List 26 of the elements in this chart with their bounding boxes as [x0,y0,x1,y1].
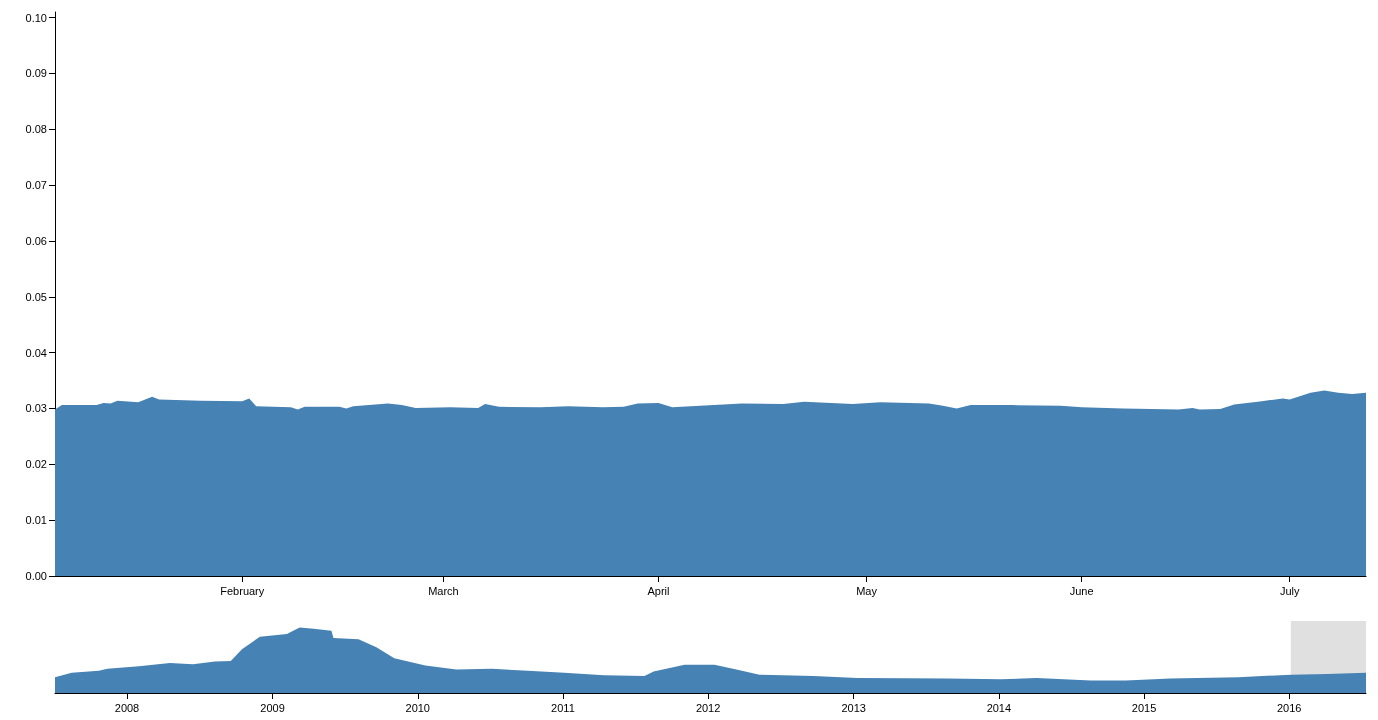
x-tick-label: 2014 [986,701,1012,714]
y-tick-label: 0.01 [25,514,47,527]
x-tick-label: June [1069,584,1094,597]
x-tick-label: 2008 [114,701,140,714]
y-tick-label: 0.09 [25,67,47,80]
x-tick-label: April [647,584,670,597]
x-tick-label: 2015 [1131,701,1157,714]
y-tick-label: 0.10 [25,11,47,24]
y-tick-label: 0.02 [25,458,47,471]
y-tick-label: 0.06 [25,234,47,247]
y-tick-label: 0.04 [25,346,47,359]
x-tick-label: 2009 [260,701,285,714]
y-tick-label: 0.05 [25,290,47,303]
x-tick-label: July [1279,584,1300,597]
y-tick-label: 0.00 [25,570,47,582]
x-tick-label: May [856,584,878,597]
y-tick-label: 0.03 [25,402,47,415]
y-tick-label: 0.08 [25,123,47,136]
y-tick-label: 0.07 [25,179,47,192]
x-tick-label: 2012 [695,701,721,714]
x-tick-label: 2016 [1276,701,1302,714]
x-tick-label: March [428,584,459,597]
x-tick-label: 2010 [405,701,430,714]
x-tick-label: 2013 [841,701,866,714]
x-tick-label: February [220,584,265,597]
x-tick-label: 2011 [551,701,575,714]
